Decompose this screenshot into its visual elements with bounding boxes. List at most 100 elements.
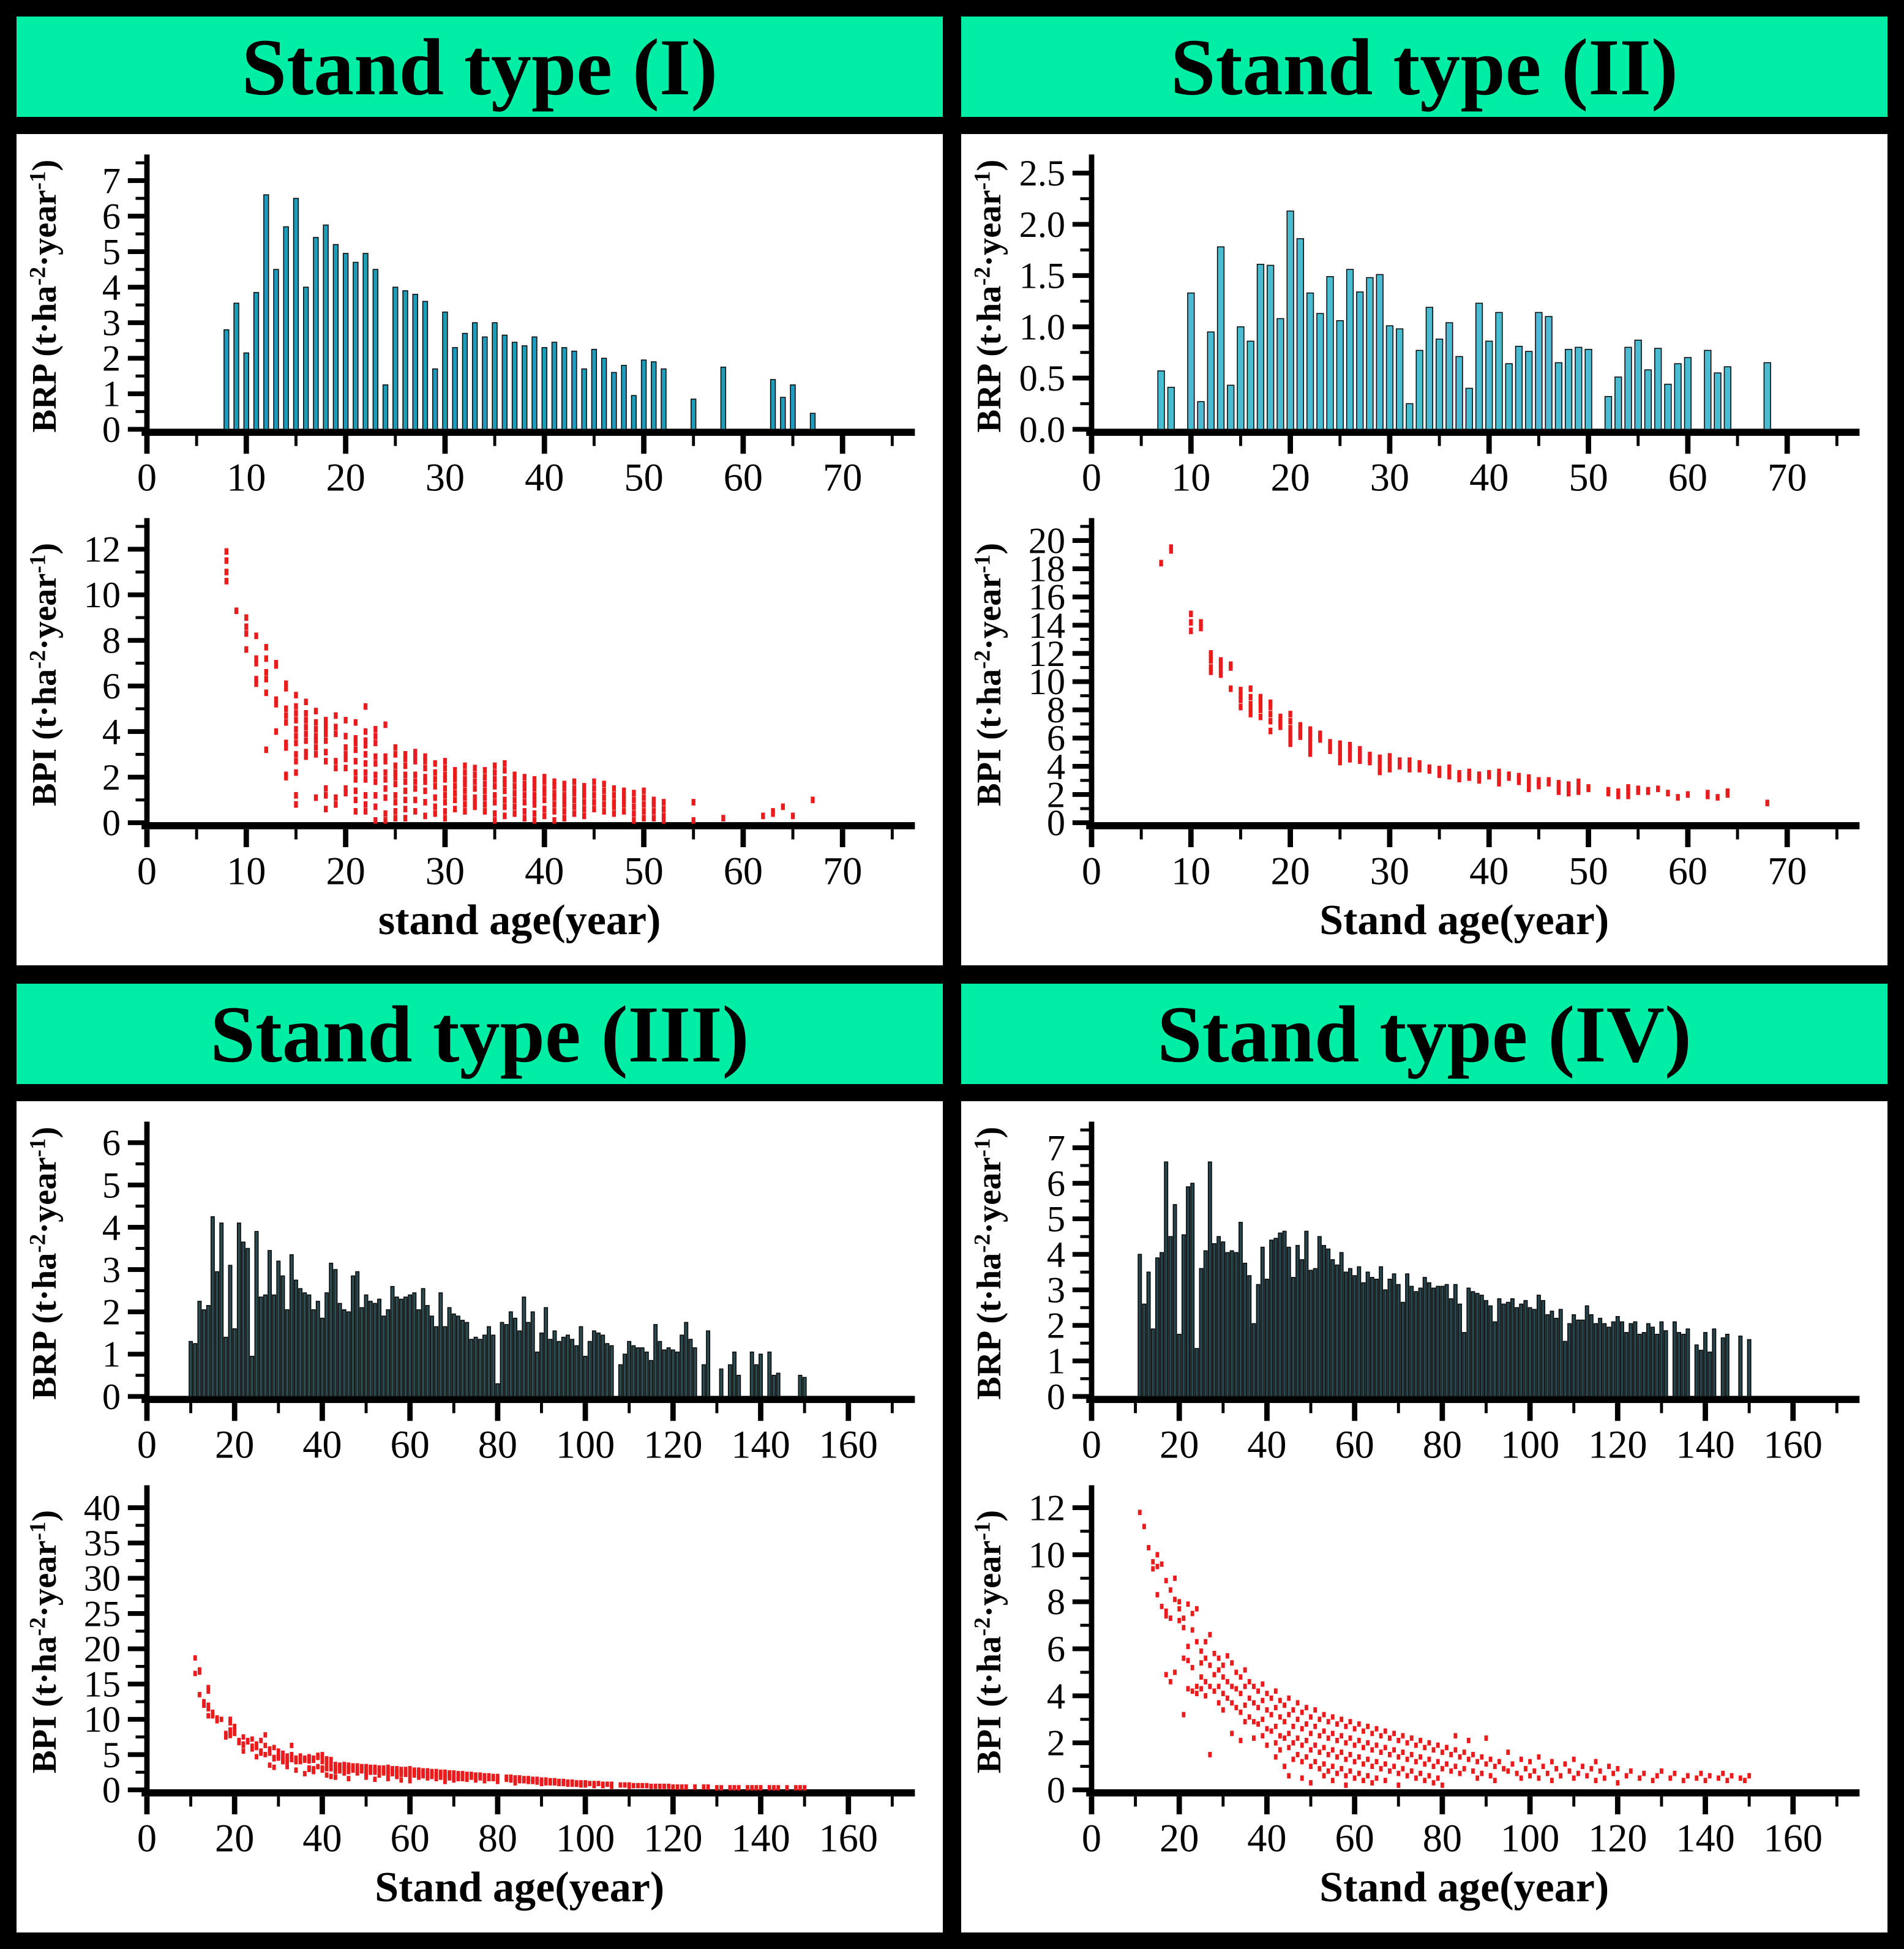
svg-text:20: 20 — [326, 849, 365, 892]
svg-text:5: 5 — [102, 1165, 121, 1206]
svg-text:8: 8 — [1047, 690, 1065, 731]
svg-text:BPI (t·ha-2·year-1): BPI (t·ha-2·year-1) — [970, 1510, 1008, 1773]
panel-title: Stand type (I) — [241, 21, 718, 112]
svg-text:10: 10 — [1029, 662, 1065, 703]
svg-text:2: 2 — [102, 757, 121, 798]
svg-text:12: 12 — [1029, 1488, 1065, 1529]
svg-text:0: 0 — [102, 1377, 121, 1418]
svg-text:0.5: 0.5 — [1019, 358, 1065, 399]
svg-text:10: 10 — [1171, 849, 1210, 892]
svg-text:60: 60 — [391, 1816, 430, 1860]
svg-text:40: 40 — [1469, 849, 1509, 892]
panel-title: Stand type (II) — [1171, 21, 1678, 112]
panel-header-4: Stand type (IV) — [957, 979, 1892, 1088]
svg-text:4: 4 — [102, 712, 121, 753]
svg-text:30: 30 — [425, 849, 465, 892]
svg-text:20: 20 — [1270, 849, 1310, 892]
svg-text:3: 3 — [102, 303, 121, 344]
svg-text:1.5: 1.5 — [1019, 256, 1065, 297]
svg-text:50: 50 — [1569, 849, 1608, 892]
svg-text:0: 0 — [1082, 1423, 1101, 1467]
svg-text:2.0: 2.0 — [1019, 204, 1065, 245]
svg-text:80: 80 — [478, 1423, 517, 1467]
panel-stand-type-2: Stand type (II) 0.0 0.5 1.0 1.5 2.0 2.5 0 10 20 3… — [957, 12, 1892, 970]
svg-text:12: 12 — [1029, 634, 1065, 675]
svg-text:20: 20 — [215, 1423, 254, 1467]
svg-text:40: 40 — [84, 1488, 121, 1529]
svg-text:140: 140 — [1676, 1816, 1734, 1860]
svg-text:60: 60 — [391, 1423, 430, 1467]
svg-text:Stand age(year): Stand age(year) — [375, 1864, 664, 1911]
svg-text:7: 7 — [102, 160, 121, 201]
svg-text:0: 0 — [1047, 1770, 1065, 1811]
svg-text:6: 6 — [1047, 1629, 1065, 1670]
svg-text:100: 100 — [556, 1816, 615, 1860]
svg-text:4: 4 — [1047, 746, 1065, 787]
svg-text:40: 40 — [525, 456, 564, 499]
svg-text:30: 30 — [425, 456, 465, 499]
svg-text:0: 0 — [1082, 849, 1101, 892]
svg-text:6: 6 — [102, 1123, 121, 1164]
svg-text:3: 3 — [1047, 1270, 1065, 1311]
svg-text:140: 140 — [731, 1423, 790, 1467]
svg-text:BRP (t·ha-2·year-1): BRP (t·ha-2·year-1) — [970, 1127, 1008, 1400]
svg-text:Stand age(year): Stand age(year) — [1319, 1864, 1609, 1911]
svg-text:1: 1 — [1047, 1341, 1065, 1382]
svg-text:18: 18 — [1029, 549, 1065, 590]
svg-text:120: 120 — [643, 1816, 702, 1860]
svg-text:BRP (t·ha-2·year-1): BRP (t·ha-2·year-1) — [970, 160, 1008, 433]
svg-text:40: 40 — [1247, 1816, 1286, 1860]
svg-text:35: 35 — [84, 1523, 121, 1564]
svg-text:40: 40 — [1469, 456, 1509, 499]
svg-text:10: 10 — [227, 849, 266, 892]
panel-stand-type-1: Stand type (I) 0 1 2 3 4 5 6 7 0 10 20 30 40 50 60 70 BR… — [12, 12, 947, 970]
svg-text:4: 4 — [1047, 1676, 1065, 1717]
panel-header-2: Stand type (II) — [957, 12, 1892, 121]
svg-text:2: 2 — [102, 339, 121, 380]
svg-text:25: 25 — [84, 1593, 121, 1634]
svg-text:40: 40 — [1247, 1423, 1286, 1467]
panel-header-1: Stand type (I) — [12, 12, 947, 121]
svg-text:5: 5 — [102, 232, 121, 273]
svg-text:80: 80 — [1423, 1423, 1462, 1467]
svg-text:120: 120 — [643, 1423, 702, 1467]
svg-text:3: 3 — [102, 1249, 121, 1290]
svg-text:50: 50 — [624, 456, 663, 499]
svg-text:Stand age(year): Stand age(year) — [1319, 897, 1609, 944]
svg-text:4: 4 — [102, 267, 121, 309]
svg-text:0: 0 — [102, 410, 121, 451]
svg-text:140: 140 — [731, 1816, 790, 1860]
svg-text:0: 0 — [1082, 456, 1101, 499]
panel-stand-type-4: Stand type (IV) 0 1 2 3 4 5 6 7 0 20 40 60 80 100 120 1… — [957, 979, 1892, 1937]
svg-text:0: 0 — [137, 456, 157, 499]
svg-text:2: 2 — [102, 1292, 121, 1333]
svg-text:0.0: 0.0 — [1019, 410, 1065, 451]
svg-text:7: 7 — [1047, 1128, 1065, 1169]
svg-text:50: 50 — [1569, 456, 1608, 499]
svg-text:20: 20 — [1160, 1816, 1199, 1860]
panel-title: Stand type (III) — [210, 989, 749, 1079]
svg-text:20: 20 — [1270, 456, 1310, 499]
svg-text:0: 0 — [102, 803, 121, 844]
svg-text:6: 6 — [1047, 1164, 1065, 1205]
svg-text:20: 20 — [215, 1816, 254, 1860]
svg-text:60: 60 — [1335, 1816, 1374, 1860]
svg-text:16: 16 — [1029, 577, 1065, 618]
svg-text:0: 0 — [137, 1816, 157, 1860]
svg-text:30: 30 — [84, 1558, 121, 1599]
svg-text:0: 0 — [137, 1423, 157, 1467]
panel-body-3: 0 1 2 3 4 5 6 0 20 40 60 80 100 120 140 160 BRP (t·ha-2·… — [12, 1097, 947, 1937]
svg-text:stand age(year): stand age(year) — [378, 897, 661, 944]
panel-body-1: 0 1 2 3 4 5 6 7 0 10 20 30 40 50 60 70 BRP (t·ha-2·year-… — [12, 130, 947, 970]
svg-text:80: 80 — [1423, 1816, 1462, 1860]
svg-text:8: 8 — [102, 621, 121, 662]
svg-text:8: 8 — [1047, 1582, 1065, 1623]
svg-text:4: 4 — [1047, 1235, 1065, 1276]
svg-text:60: 60 — [1668, 456, 1707, 499]
brp-bar-chart-2: 0.0 0.5 1.0 1.5 2.0 2.5 0 10 20 30 40 50 60 70 BRP (t·… — [970, 153, 1860, 499]
panel-stand-type-3: Stand type (III) 0 1 2 3 4 5 6 0 20 40 60 80 100 120 1… — [12, 979, 947, 1937]
svg-text:10: 10 — [227, 456, 266, 499]
